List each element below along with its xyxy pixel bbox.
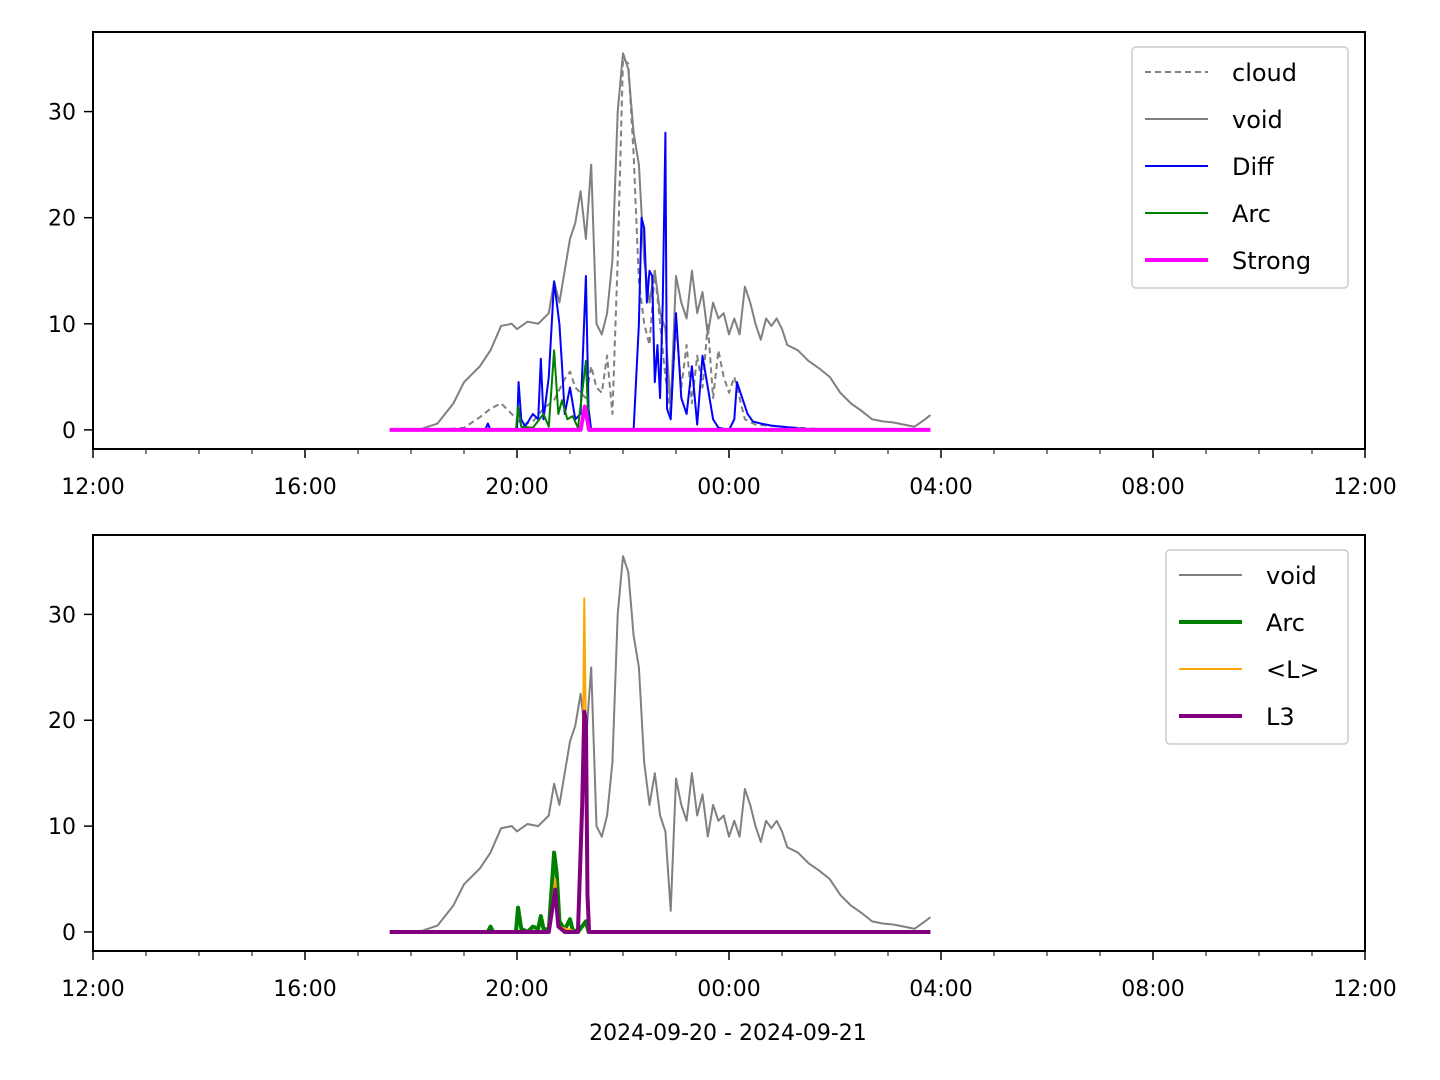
top-legend-label-arc: Arc bbox=[1232, 200, 1271, 228]
top-y-tick-label: 30 bbox=[48, 101, 76, 126]
top-x-tick-label: 00:00 bbox=[697, 475, 760, 500]
top-legend-label-strong: Strong bbox=[1232, 247, 1311, 275]
top-axes-layer: 12:00 16:00 20:00 00:00 04:00 08:00 12:00 0 10 20… bbox=[48, 31, 1397, 500]
bottom-x-tick-label: 12:00 bbox=[1333, 977, 1396, 1002]
bottom-x-tick-label: 04:00 bbox=[909, 977, 972, 1002]
bottom-legend-label-void: void bbox=[1266, 562, 1317, 590]
top-legend-label-cloud: cloud bbox=[1232, 59, 1297, 87]
bottom-panel: 12:00 16:00 20:00 00:00 04:00 08:00 12:00 0 10 20… bbox=[48, 534, 1397, 1002]
top-legend-label-diff: Diff bbox=[1232, 153, 1274, 181]
bottom-x-tick-label: 20:00 bbox=[485, 977, 548, 1002]
bottom-x-tick-label: 00:00 bbox=[697, 977, 760, 1002]
bottom-y-tick-label: 10 bbox=[48, 815, 76, 840]
bottom-legend: void Arc <L> L3 bbox=[1165, 549, 1349, 745]
top-series-strong bbox=[389, 404, 931, 432]
bottom-series-layer bbox=[389, 555, 932, 934]
top-x-tick-label: 20:00 bbox=[485, 475, 548, 500]
top-legend-box bbox=[1131, 46, 1349, 289]
bottom-legend-label-arc: Arc bbox=[1266, 609, 1305, 637]
top-x-tick-label: 08:00 bbox=[1121, 475, 1184, 500]
bottom-x-tick-label: 08:00 bbox=[1121, 977, 1184, 1002]
bottom-legend-label-l3: L3 bbox=[1266, 703, 1295, 731]
top-legend-label-void: void bbox=[1232, 106, 1283, 134]
bottom-y-tick-label: 20 bbox=[48, 709, 76, 734]
bottom-x-tick-label: 16:00 bbox=[273, 977, 336, 1002]
top-x-tick-label: 12:00 bbox=[61, 475, 124, 500]
bottom-legend-label-l: <L> bbox=[1266, 656, 1320, 684]
bottom-series-void bbox=[389, 555, 932, 933]
bottom-y-tick-label: 30 bbox=[48, 603, 76, 628]
top-series-arc bbox=[389, 349, 931, 431]
bottom-x-tick-label: 12:00 bbox=[61, 977, 124, 1002]
top-series-cloud bbox=[389, 57, 931, 431]
bottom-series-l bbox=[389, 597, 931, 933]
bottom-axes-layer: 12:00 16:00 20:00 00:00 04:00 08:00 12:00 0 10 20… bbox=[48, 534, 1397, 1002]
top-y-tick-label: 20 bbox=[48, 207, 76, 232]
bottom-y-tick-label: 0 bbox=[62, 921, 76, 946]
x-axis-label: 2024-09-20 - 2024-09-21 bbox=[589, 1021, 867, 1046]
top-y-tick-label: 0 bbox=[62, 419, 76, 444]
top-series-diff bbox=[389, 131, 931, 431]
top-x-tick-label: 16:00 bbox=[273, 475, 336, 500]
top-y-tick-label: 10 bbox=[48, 313, 76, 338]
top-x-tick-label: 04:00 bbox=[909, 475, 972, 500]
top-x-tick-label: 12:00 bbox=[1333, 475, 1396, 500]
top-legend: cloud void Diff Arc Strong bbox=[1131, 46, 1349, 289]
bottom-legend-box bbox=[1165, 549, 1349, 745]
bottom-series-arc bbox=[389, 850, 931, 934]
bottom-series-l3 bbox=[389, 709, 931, 934]
top-series-layer bbox=[389, 52, 932, 432]
top-panel: 12:00 16:00 20:00 00:00 04:00 08:00 12:00 0 10 20… bbox=[48, 31, 1397, 500]
